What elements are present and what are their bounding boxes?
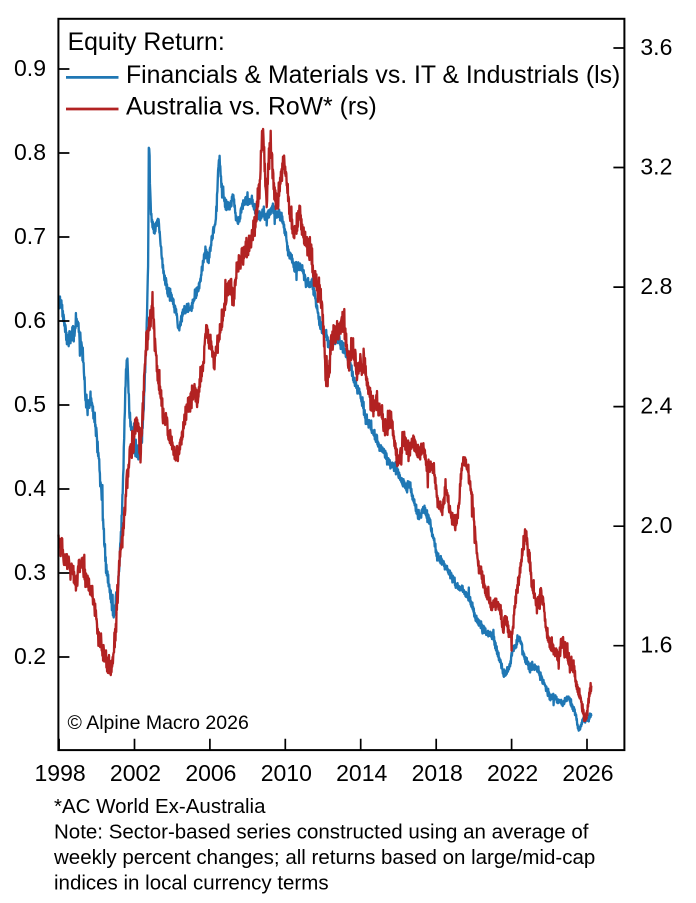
- svg-text:0.9: 0.9: [14, 55, 46, 81]
- svg-text:2022: 2022: [487, 760, 538, 786]
- svg-text:2.8: 2.8: [640, 273, 672, 299]
- svg-text:0.4: 0.4: [14, 475, 46, 501]
- svg-text:© Alpine Macro 2026: © Alpine Macro 2026: [68, 712, 249, 734]
- svg-text:2026: 2026: [562, 760, 613, 786]
- svg-text:2010: 2010: [261, 760, 312, 786]
- svg-text:Financials & Materials vs. IT: Financials & Materials vs. IT & Industri…: [126, 62, 620, 89]
- svg-text:3.2: 3.2: [640, 154, 672, 180]
- svg-text:Note: Sector-based series cons: Note: Sector-based series constructed us…: [54, 821, 589, 844]
- svg-text:weekly percent changes; all re: weekly percent changes; all returns base…: [53, 846, 595, 869]
- svg-text:0.6: 0.6: [14, 307, 46, 333]
- svg-text:0.3: 0.3: [14, 559, 46, 585]
- svg-text:0.8: 0.8: [14, 139, 46, 165]
- svg-text:2.4: 2.4: [640, 393, 672, 419]
- svg-text:2006: 2006: [185, 760, 236, 786]
- svg-text:1998: 1998: [35, 760, 86, 786]
- svg-text:3.6: 3.6: [640, 34, 672, 60]
- svg-text:Australia vs. RoW* (rs): Australia vs. RoW* (rs): [126, 94, 377, 121]
- svg-text:2.0: 2.0: [640, 512, 672, 538]
- svg-text:2014: 2014: [336, 760, 387, 786]
- svg-text:0.2: 0.2: [14, 643, 46, 669]
- svg-text:0.5: 0.5: [14, 391, 46, 417]
- svg-text:Equity Return:: Equity Return:: [68, 29, 225, 56]
- svg-text:2002: 2002: [110, 760, 161, 786]
- svg-text:indices in local currency term: indices in local currency terms: [54, 872, 329, 895]
- svg-text:*AC World Ex-Australia: *AC World Ex-Australia: [54, 795, 266, 818]
- svg-text:0.7: 0.7: [14, 223, 46, 249]
- svg-text:2018: 2018: [412, 760, 463, 786]
- svg-text:1.6: 1.6: [640, 632, 672, 658]
